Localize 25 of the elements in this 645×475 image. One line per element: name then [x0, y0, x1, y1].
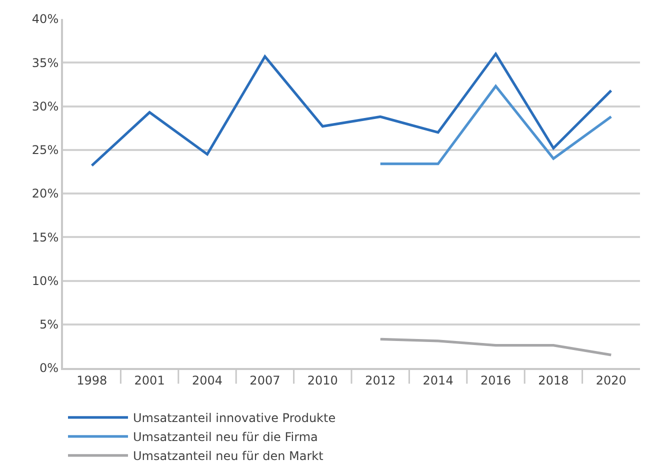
- legend-label: Umsatzanteil innovative Produkte: [133, 411, 336, 426]
- y-tick-label: 40%: [32, 12, 59, 26]
- x-tick-label: 2020: [596, 373, 626, 388]
- y-tick-label: 5%: [40, 318, 59, 332]
- y-tick-label: 35%: [32, 56, 59, 70]
- y-tick-label: 25%: [32, 143, 59, 158]
- legend-label: Umsatzanteil neu für den Markt: [133, 449, 324, 464]
- line-series: [379, 338, 612, 356]
- line-series: [90, 52, 612, 167]
- line-series: [379, 84, 612, 166]
- x-tick-label: 2007: [250, 373, 280, 388]
- x-tick-label: 2014: [422, 373, 454, 388]
- x-tick-label: 1998: [76, 373, 108, 388]
- x-tick-label: 2001: [134, 373, 165, 388]
- y-tick-label: 15%: [32, 230, 59, 244]
- x-tick-label: 2010: [307, 373, 338, 388]
- legend-label: Umsatzanteil neu für die Firma: [133, 430, 318, 444]
- y-tick-label: 0%: [40, 361, 59, 376]
- y-tick-label: 20%: [32, 186, 59, 201]
- x-tick-label: 2004: [192, 373, 223, 388]
- x-tick-label: 2016: [480, 373, 512, 388]
- x-tick-label: 2012: [365, 373, 396, 388]
- y-tick-label: 30%: [32, 99, 59, 114]
- y-tick-label: 10%: [32, 274, 59, 288]
- x-tick-label: 2018: [538, 373, 569, 388]
